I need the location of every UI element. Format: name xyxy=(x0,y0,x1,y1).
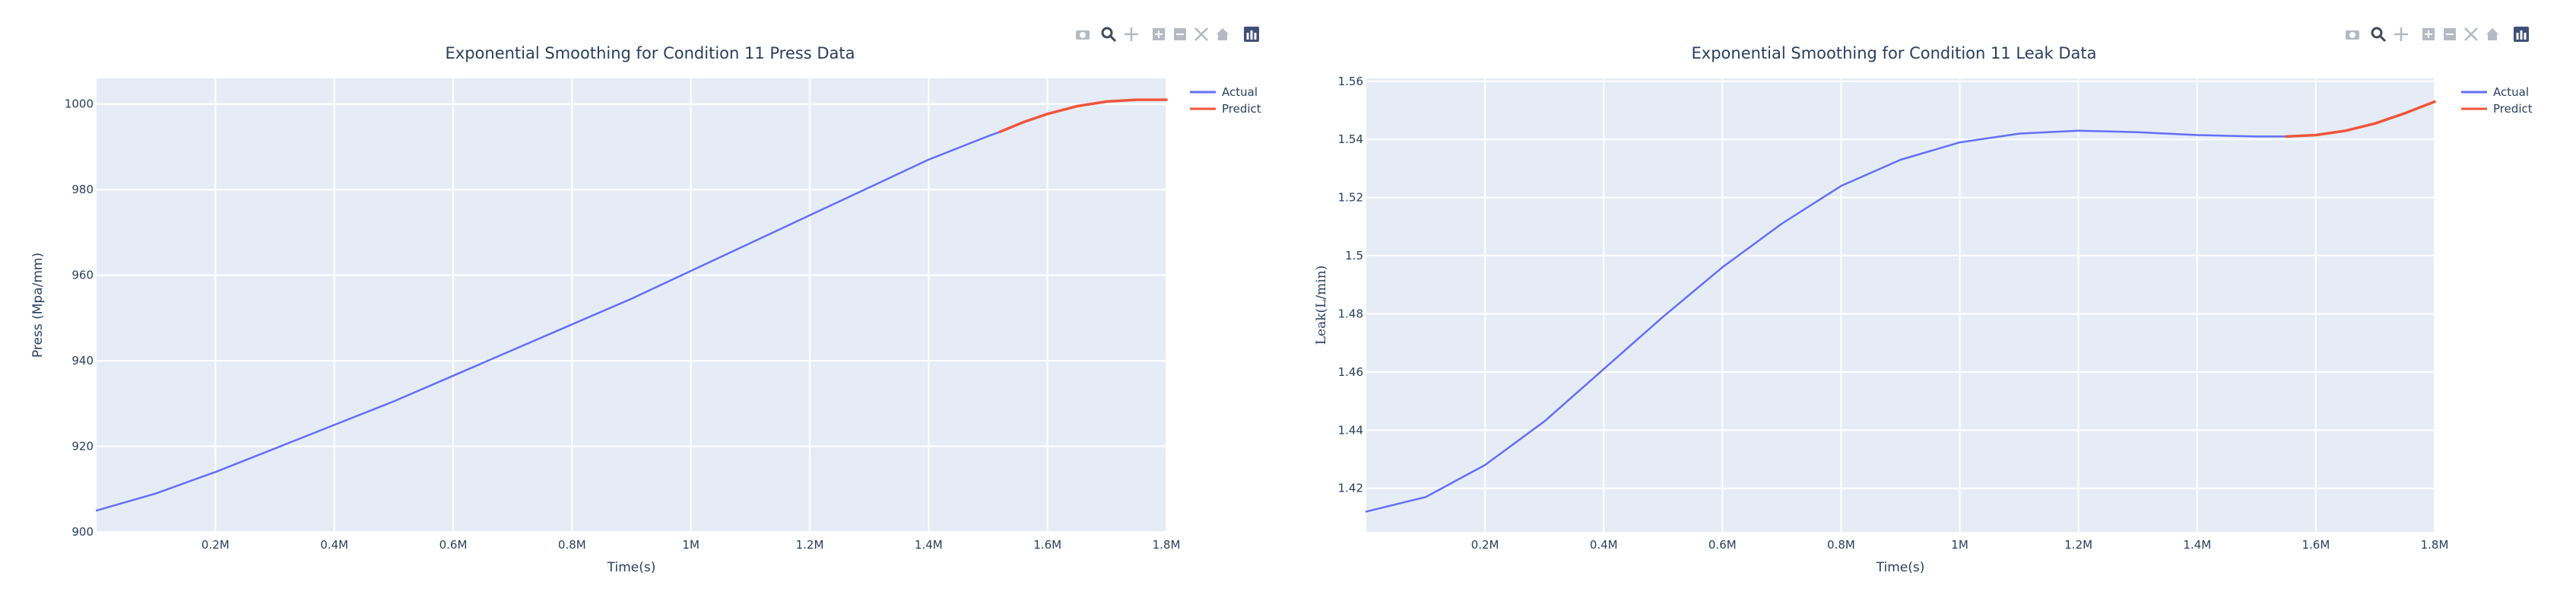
camera-lens xyxy=(1080,32,1086,38)
y-axis-label: Leak(L/min) xyxy=(1314,266,1329,345)
series-line-predict xyxy=(2285,100,2436,138)
plotly-logo-icon[interactable] xyxy=(2514,27,2529,42)
x-tick-label: 0.2M xyxy=(1471,538,1499,552)
legend-label-predict: Predict xyxy=(2493,102,2533,116)
y-tick-label: 1.5 xyxy=(1345,249,1363,263)
x-tick-label: 1.2M xyxy=(2064,538,2092,552)
x-tick-label: 1.8M xyxy=(1153,538,1181,552)
logo-bar xyxy=(2516,33,2519,40)
zoom-handle xyxy=(2379,35,2387,43)
x-tick-label: 1M xyxy=(682,538,700,552)
autoscale-b xyxy=(2464,27,2478,41)
chart-2: 0.2M 0.4M 0.6M 0.8M 1M 1.2M 1.4M 1.6M 1.8M 1.42 1.… xyxy=(1314,27,2533,575)
y-tick-label: 1.46 xyxy=(1338,365,1363,379)
zoom-handle xyxy=(1109,35,1117,43)
x-tick-label: 1.4M xyxy=(915,538,943,552)
series-line-actual xyxy=(1365,129,2288,513)
plot-area xyxy=(97,78,1166,532)
gridlines xyxy=(1366,78,2435,532)
camera-icon[interactable] xyxy=(2346,30,2359,40)
y-tick-label: 1.56 xyxy=(1338,75,1363,88)
home-shape xyxy=(1217,28,1229,40)
reset-axes-icon[interactable] xyxy=(1217,28,1229,40)
x-axis-label: Time(s) xyxy=(1876,560,1925,575)
legend-label-predict: Predict xyxy=(1222,102,1261,116)
y-tick-label: 980 xyxy=(71,183,94,196)
y-tick-label: 1.54 xyxy=(1338,132,1363,146)
logo-bar xyxy=(1246,33,1249,40)
plotly-logo-icon[interactable] xyxy=(1244,27,1259,42)
y-tick-label: 1.42 xyxy=(1338,482,1363,495)
y-tick-label: 1.48 xyxy=(1338,307,1363,320)
x-tick-label: 0.6M xyxy=(439,538,468,552)
x-axis-label: Time(s) xyxy=(607,560,656,575)
x-tick-label: 0.8M xyxy=(558,538,586,552)
series-line-actual xyxy=(95,131,1001,512)
logo-bar xyxy=(1250,30,1253,40)
pan-icon[interactable] xyxy=(2394,27,2408,41)
y-tick-label: 900 xyxy=(71,525,94,539)
zoom-out-icon[interactable] xyxy=(2444,28,2456,40)
legend[interactable]: Actual Predict xyxy=(1190,85,1261,116)
modebar xyxy=(1076,27,1259,43)
legend-label-actual: Actual xyxy=(1222,85,1258,99)
autoscale-icon[interactable] xyxy=(2464,27,2478,41)
legend-label-actual: Actual xyxy=(2493,85,2529,99)
logo-bar xyxy=(2520,30,2523,40)
x-tick-label: 0.6M xyxy=(1708,538,1737,552)
x-tick-label: 1.4M xyxy=(2183,538,2211,552)
x-tick-label: 0.4M xyxy=(320,538,348,552)
chart-title: Exponential Smoothing for Condition 11 L… xyxy=(1692,44,2097,62)
zoom-icon[interactable] xyxy=(1101,27,1117,43)
reset-axes-icon[interactable] xyxy=(2486,28,2498,40)
x-tick-label: 0.8M xyxy=(1827,538,1855,552)
zoom-in-icon[interactable] xyxy=(2422,28,2435,40)
camera-lens xyxy=(2349,32,2356,38)
home-shape xyxy=(2486,28,2498,40)
x-tick-label: 0.4M xyxy=(1590,538,1618,552)
x-tick-label: 1M xyxy=(1951,538,1968,552)
zoom-lens xyxy=(2371,27,2383,39)
y-tick-label: 1.44 xyxy=(1338,423,1363,437)
camera-icon[interactable] xyxy=(1076,30,1090,40)
chart-1: 0.2M 0.4M 0.6M 0.8M 1M 1.2M 1.4M 1.6M 1.8M 900 920… xyxy=(30,27,1261,575)
x-tick-label: 1.6M xyxy=(2302,538,2330,552)
x-tick-label: 1.8M xyxy=(2421,538,2449,552)
y-tick-label: 1.52 xyxy=(1338,191,1363,205)
autoscale-b xyxy=(1194,27,1208,41)
zoom-in-icon[interactable] xyxy=(1153,28,1165,40)
series-line-predict xyxy=(998,98,1168,134)
modebar xyxy=(2346,27,2529,43)
zoom-icon[interactable] xyxy=(2371,27,2387,43)
legend[interactable]: Actual Predict xyxy=(2461,85,2533,116)
y-tick-label: 1000 xyxy=(65,97,94,111)
x-tick-label: 1.6M xyxy=(1033,538,1061,552)
y-axis-label: Press (Mpa/mm) xyxy=(30,253,46,358)
autoscale-icon[interactable] xyxy=(1194,27,1208,41)
zoom-out-icon[interactable] xyxy=(1174,28,1186,40)
y-tick-label: 920 xyxy=(71,440,94,454)
x-tick-label: 0.2M xyxy=(201,538,230,552)
logo-bar xyxy=(1254,33,1257,40)
y-tick-label: 940 xyxy=(71,354,94,368)
y-tick-label: 960 xyxy=(71,269,94,282)
chart-title: Exponential Smoothing for Condition 11 P… xyxy=(446,44,855,62)
x-tick-label: 1.2M xyxy=(796,538,824,552)
plot-area xyxy=(1366,78,2435,532)
gridlines xyxy=(97,78,1167,533)
logo-bar xyxy=(2524,33,2527,40)
zoom-lens xyxy=(1101,27,1113,39)
pan-icon[interactable] xyxy=(1125,27,1138,41)
